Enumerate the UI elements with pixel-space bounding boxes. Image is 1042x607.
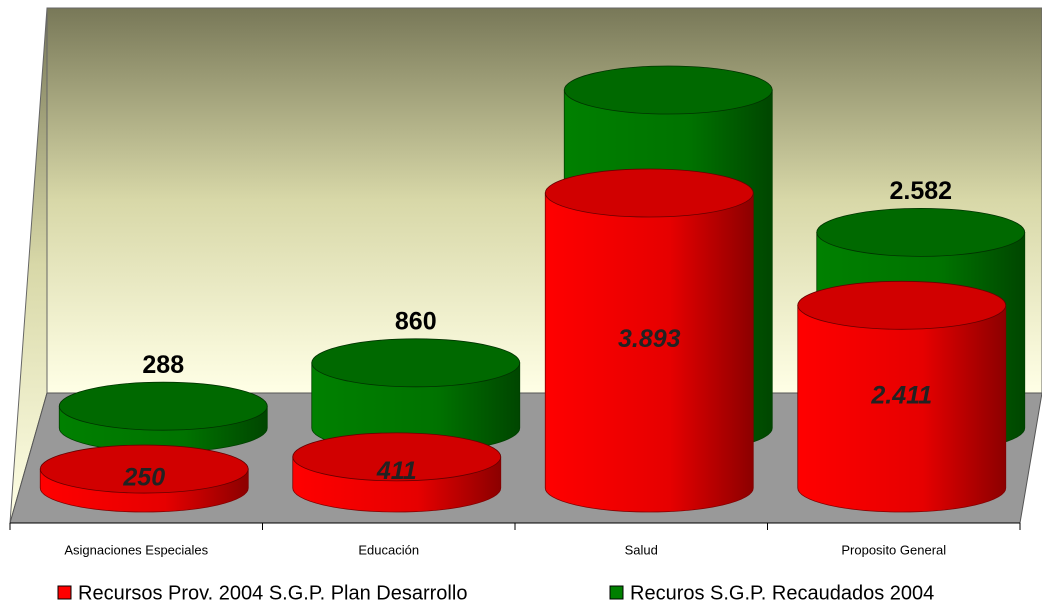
x-tick-label: Educación: [358, 542, 419, 557]
legend-label: Recuros S.G.P. Recaudados 2004: [630, 582, 934, 604]
data-label: 2.411: [870, 381, 932, 409]
x-tick-label: Asignaciones Especiales: [64, 542, 208, 557]
legend-swatch: [57, 585, 72, 600]
data-label: 860: [395, 307, 437, 335]
data-label: 411: [376, 457, 417, 485]
legend-label: Recursos Prov. 2004 S.G.P. Plan Desarrol…: [78, 582, 467, 604]
cylinder-top: [797, 280, 1007, 330]
cylinder-top: [311, 338, 521, 388]
data-label: 3.893: [618, 325, 681, 353]
cylinder-top: [816, 207, 1026, 257]
cylinder-top: [563, 65, 773, 115]
cylinder-top: [39, 444, 249, 494]
cylinder-top: [58, 381, 268, 431]
legend-swatch: [609, 585, 624, 600]
cylinder-body: [797, 304, 1007, 513]
data-label: 250: [122, 464, 165, 492]
cylinder-top: [544, 168, 754, 218]
x-tick-label: Salud: [625, 542, 658, 557]
data-label: 2.582: [889, 177, 952, 205]
cylinder-body: [544, 192, 754, 513]
x-tick-label: Proposito General: [841, 542, 946, 557]
data-label: 288: [142, 351, 184, 379]
cylinder-top: [292, 432, 502, 482]
